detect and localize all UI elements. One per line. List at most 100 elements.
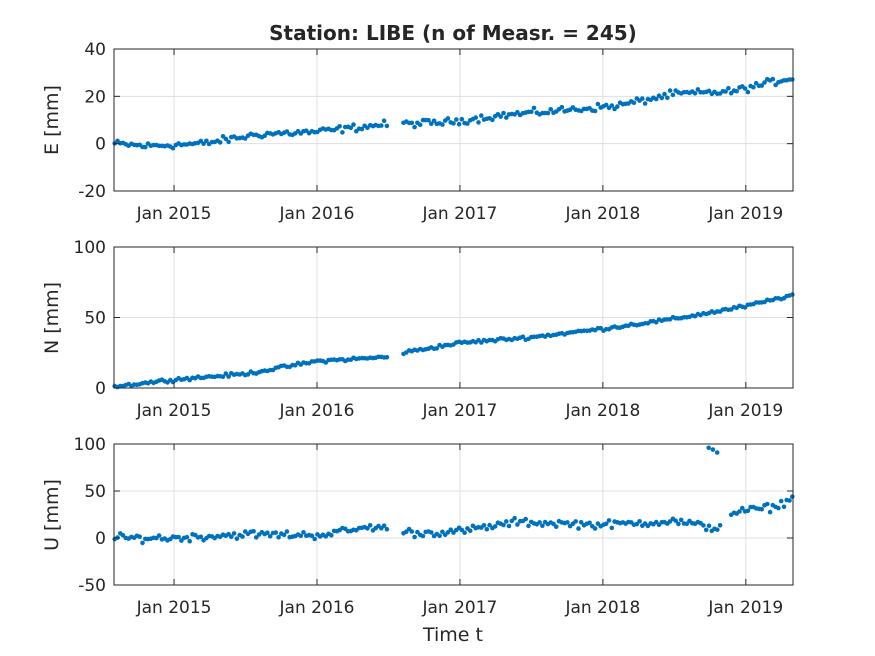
up-point [140, 540, 145, 546]
up-point [684, 521, 690, 527]
up-point [573, 519, 578, 524]
east-xtick-label: Jan 2015 [136, 204, 212, 224]
up-point [412, 534, 417, 540]
up-point [484, 526, 490, 532]
up-xtick-label: Jan 2019 [707, 598, 783, 618]
north-xtick-label: Jan 2015 [136, 401, 212, 421]
up-point [515, 522, 520, 527]
up-ytick-label: 100 [74, 435, 106, 455]
east-point [226, 139, 231, 145]
up-point [312, 536, 318, 542]
up-point [587, 520, 592, 526]
east-point [531, 105, 537, 111]
up-point [284, 529, 290, 534]
east-point [790, 77, 795, 82]
up-point [715, 527, 720, 532]
up-xtick-label: Jan 2016 [279, 598, 355, 618]
north-xtick-label: Jan 2017 [421, 401, 497, 421]
east-point [412, 124, 417, 130]
east-ytick-label: 0 [95, 135, 106, 155]
up-point [537, 520, 542, 525]
east-point [726, 85, 731, 91]
panel-north: Jan 2015 Jan 2016 Jan 2017 Jan 2018 Jan 2019… [41, 238, 795, 421]
east-point [242, 136, 248, 141]
east-point [204, 138, 209, 144]
up-point [459, 527, 465, 533]
east-point [745, 89, 751, 95]
up-point [737, 509, 742, 514]
north-point [223, 371, 229, 376]
up-point [381, 523, 387, 528]
chart-title: Station: LIBE (n of Measr. = 245) [269, 21, 637, 45]
up-point [740, 505, 745, 511]
east-point [759, 83, 764, 88]
up-point [251, 528, 256, 534]
north-point [226, 374, 231, 379]
north-ytick-label: 100 [74, 238, 106, 258]
east-point [770, 76, 776, 82]
up-point [429, 530, 434, 535]
up-point [467, 528, 473, 533]
up-point [578, 520, 584, 525]
up-point [273, 530, 279, 535]
up-ytick-label: 0 [95, 529, 106, 549]
up-point [506, 523, 512, 529]
east-point [223, 136, 229, 142]
east-point [454, 117, 459, 122]
east-point [545, 110, 551, 116]
up-point [176, 534, 181, 540]
east-point [640, 96, 645, 101]
up-point [576, 526, 581, 531]
east-point [592, 108, 598, 114]
east-point [603, 102, 609, 108]
east-point [706, 88, 712, 94]
up-xtick-label: Jan 2015 [136, 598, 212, 618]
up-point [309, 533, 315, 538]
up-point [526, 523, 531, 529]
panel-east: Jan 2015 Jan 2016 Jan 2017 Jan 2018 Jan 2019… [41, 40, 795, 224]
up-point [765, 501, 770, 507]
up-point [240, 534, 245, 539]
up-point [701, 523, 706, 528]
up-point [440, 529, 445, 535]
east-point [501, 110, 506, 116]
east-point [529, 109, 534, 115]
east-point [440, 122, 445, 127]
east-point [498, 114, 504, 119]
up-point [492, 524, 498, 529]
panel-up-ylabel: U [mm] [41, 479, 63, 551]
up-point [301, 530, 306, 535]
up-point [673, 518, 678, 523]
north-point [245, 372, 251, 377]
x-axis-label: Time t [422, 624, 483, 646]
up-point [137, 534, 142, 539]
north-point [790, 292, 795, 297]
east-point [662, 91, 667, 97]
up-point [437, 533, 442, 539]
up-point [606, 518, 612, 523]
east-point [431, 118, 437, 124]
east-point [476, 120, 481, 125]
up-point [553, 524, 559, 529]
up-point [603, 521, 609, 527]
up-ytick-label: 50 [84, 482, 106, 502]
up-point [678, 517, 684, 523]
east-point [723, 89, 728, 94]
east-point [653, 96, 659, 102]
up-point [767, 509, 773, 515]
up-point [523, 516, 528, 522]
north-point [384, 355, 390, 360]
up-point [676, 521, 681, 527]
east-point [609, 103, 615, 108]
up-point [276, 535, 281, 540]
east-xtick-label: Jan 2016 [279, 204, 355, 224]
east-point [359, 126, 365, 132]
up-point [501, 522, 506, 528]
up-point [462, 530, 467, 535]
east-ytick-label: 40 [84, 40, 106, 60]
north-xtick-label: Jan 2016 [279, 401, 355, 421]
east-point [429, 121, 434, 126]
east-point [426, 117, 431, 123]
east-point [695, 87, 701, 92]
east-point [284, 129, 290, 134]
